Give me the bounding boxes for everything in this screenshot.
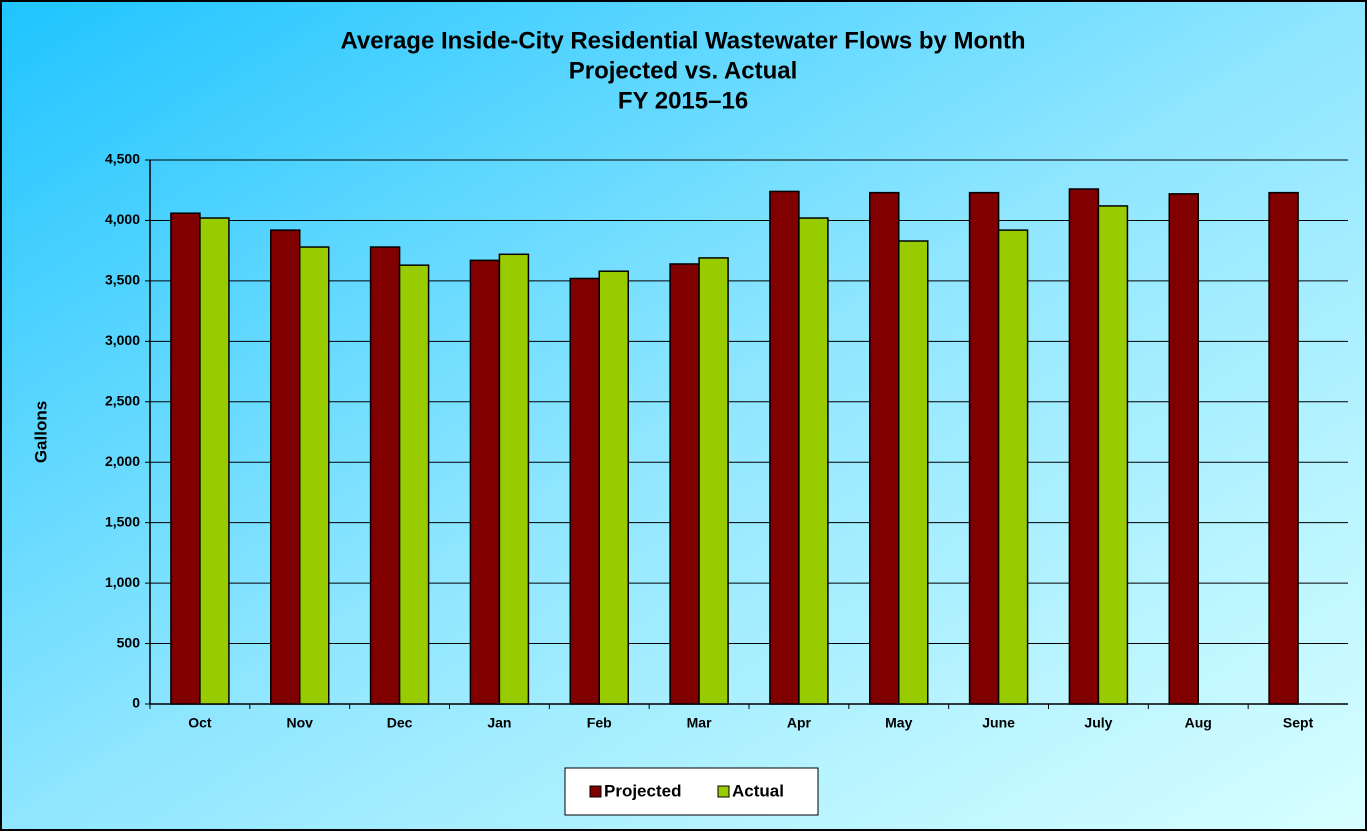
bar [968, 191, 1000, 705]
bar [1097, 205, 1129, 705]
x-tick-label: Jan [487, 715, 511, 731]
chart-title: Projected vs. Actual [569, 57, 798, 84]
y-tick-label: 4,500 [105, 151, 140, 167]
x-tick-label: July [1084, 715, 1112, 731]
y-tick-label: 1,500 [105, 513, 140, 529]
chart-title: FY 2015–16 [618, 87, 748, 114]
bar [170, 212, 201, 705]
legend-swatch [717, 785, 730, 798]
y-tick-label: 0 [132, 695, 140, 711]
legend [564, 767, 819, 816]
x-tick-label: Apr [787, 715, 812, 731]
legend-swatch [589, 785, 602, 798]
bar [569, 277, 600, 705]
bar [498, 253, 530, 705]
bar [1168, 193, 1199, 705]
y-tick-label: 3,500 [105, 272, 140, 288]
bar [299, 246, 330, 705]
y-tick-label: 2,500 [105, 392, 140, 408]
x-tick-label: Aug [1185, 715, 1212, 731]
bar [469, 259, 501, 705]
bar [1068, 188, 1100, 705]
x-tick-label: May [885, 715, 912, 731]
x-tick-label: Sept [1283, 715, 1314, 731]
bar [669, 263, 700, 705]
legend-label: Projected [604, 781, 681, 800]
bar [769, 190, 800, 705]
bar [997, 229, 1029, 705]
chart-title: Average Inside-City Residential Wastewat… [340, 27, 1025, 54]
bar [698, 257, 729, 705]
x-tick-label: Mar [687, 715, 712, 731]
bar [869, 191, 900, 705]
legend-label: Actual [732, 781, 784, 800]
bar [369, 246, 401, 705]
y-tick-label: 1,000 [105, 574, 140, 590]
y-tick-label: 4,000 [105, 211, 140, 227]
bar [1268, 191, 1299, 705]
bar [598, 270, 629, 705]
x-tick-label: Feb [587, 715, 612, 731]
y-axis-label: Gallons [31, 401, 50, 463]
x-tick-label: June [982, 715, 1015, 731]
bar [398, 264, 430, 705]
bar [898, 240, 929, 705]
bar [270, 229, 301, 705]
x-tick-label: Nov [287, 715, 314, 731]
y-tick-label: 3,000 [105, 332, 140, 348]
bar [798, 217, 829, 705]
x-tick-label: Dec [387, 715, 413, 731]
x-tick-label: Oct [188, 715, 212, 731]
y-tick-label: 2,000 [105, 453, 140, 469]
bar [199, 217, 230, 705]
y-tick-label: 500 [117, 634, 141, 650]
